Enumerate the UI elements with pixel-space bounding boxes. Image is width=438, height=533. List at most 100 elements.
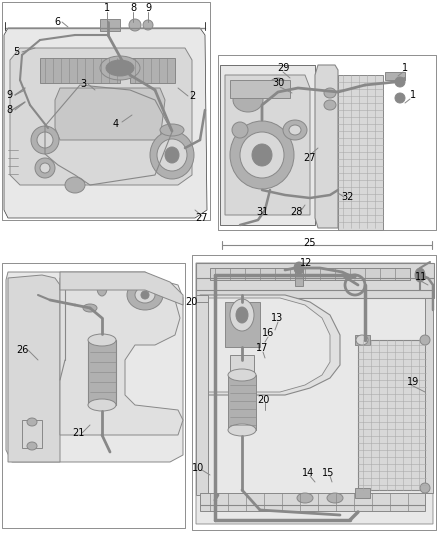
Ellipse shape <box>268 78 288 98</box>
Polygon shape <box>220 65 315 225</box>
Ellipse shape <box>141 291 149 299</box>
Ellipse shape <box>230 299 254 331</box>
Ellipse shape <box>324 88 336 98</box>
Text: 12: 12 <box>300 258 312 268</box>
Polygon shape <box>60 278 183 435</box>
Ellipse shape <box>230 121 294 189</box>
Text: 2: 2 <box>189 91 195 101</box>
Ellipse shape <box>232 122 248 138</box>
Text: 8: 8 <box>6 105 12 115</box>
Ellipse shape <box>236 307 248 323</box>
Text: 6: 6 <box>54 17 60 27</box>
Text: 9: 9 <box>145 3 151 13</box>
Ellipse shape <box>27 418 37 426</box>
Polygon shape <box>200 295 340 395</box>
Text: 20: 20 <box>185 297 197 307</box>
Ellipse shape <box>35 158 55 178</box>
Bar <box>425 298 433 493</box>
Bar <box>88 340 116 405</box>
Ellipse shape <box>228 369 256 381</box>
Text: 32: 32 <box>342 192 354 202</box>
Bar <box>338 75 383 230</box>
Text: 20: 20 <box>257 395 269 405</box>
Text: 25: 25 <box>304 238 316 248</box>
Ellipse shape <box>37 132 53 148</box>
Bar <box>225 302 260 347</box>
Text: 21: 21 <box>72 428 84 438</box>
Ellipse shape <box>127 280 163 310</box>
Text: 14: 14 <box>302 468 314 478</box>
Polygon shape <box>4 28 207 218</box>
Ellipse shape <box>420 335 430 345</box>
Text: 27: 27 <box>304 153 316 163</box>
Bar <box>228 375 256 430</box>
Text: 31: 31 <box>256 207 268 217</box>
Ellipse shape <box>415 268 425 282</box>
Bar <box>218 55 436 230</box>
Bar <box>100 19 120 31</box>
Text: 3: 3 <box>80 79 86 89</box>
Ellipse shape <box>327 493 343 503</box>
Ellipse shape <box>40 163 50 173</box>
Ellipse shape <box>31 126 59 154</box>
Bar <box>230 80 290 98</box>
Ellipse shape <box>97 280 107 296</box>
Text: 16: 16 <box>262 328 274 338</box>
Bar <box>40 58 120 83</box>
Text: 5: 5 <box>13 47 19 57</box>
Ellipse shape <box>27 442 37 450</box>
Bar <box>2 2 210 220</box>
Ellipse shape <box>233 88 263 112</box>
Polygon shape <box>225 75 310 215</box>
Ellipse shape <box>356 335 368 345</box>
Bar <box>355 335 370 345</box>
Ellipse shape <box>283 120 307 140</box>
Polygon shape <box>10 48 192 185</box>
Polygon shape <box>60 272 183 305</box>
Text: 8: 8 <box>130 3 136 13</box>
Bar <box>2 263 185 528</box>
Text: 29: 29 <box>277 63 289 73</box>
Bar <box>130 58 175 83</box>
Ellipse shape <box>324 100 336 110</box>
Bar <box>355 488 370 498</box>
Text: 15: 15 <box>322 468 334 478</box>
Bar <box>22 420 42 448</box>
Ellipse shape <box>165 147 179 163</box>
Text: 27: 27 <box>196 213 208 223</box>
Text: 17: 17 <box>256 343 268 353</box>
Polygon shape <box>315 65 338 228</box>
Ellipse shape <box>289 125 301 135</box>
Ellipse shape <box>65 177 85 193</box>
Ellipse shape <box>240 132 284 178</box>
Bar <box>200 493 425 511</box>
Text: 1: 1 <box>402 63 408 73</box>
Ellipse shape <box>83 304 97 312</box>
Bar <box>210 268 410 280</box>
Ellipse shape <box>150 131 194 179</box>
Text: 1: 1 <box>104 3 110 13</box>
Ellipse shape <box>160 124 184 136</box>
Text: 28: 28 <box>290 207 302 217</box>
Bar <box>385 72 405 80</box>
Text: 9: 9 <box>6 90 12 100</box>
Ellipse shape <box>157 139 187 171</box>
Polygon shape <box>55 88 165 140</box>
Bar <box>295 270 303 286</box>
Ellipse shape <box>420 483 430 493</box>
Bar <box>230 355 254 375</box>
Text: 10: 10 <box>192 463 204 473</box>
Text: 1: 1 <box>410 90 416 100</box>
Ellipse shape <box>294 262 304 274</box>
Bar <box>192 255 436 530</box>
Text: 30: 30 <box>272 78 284 88</box>
Ellipse shape <box>135 287 155 303</box>
Ellipse shape <box>395 93 405 103</box>
Ellipse shape <box>297 493 313 503</box>
Bar <box>358 340 426 490</box>
Text: 4: 4 <box>113 119 119 129</box>
Polygon shape <box>6 272 183 462</box>
Ellipse shape <box>100 56 140 80</box>
Bar <box>196 295 208 495</box>
Ellipse shape <box>129 19 141 31</box>
